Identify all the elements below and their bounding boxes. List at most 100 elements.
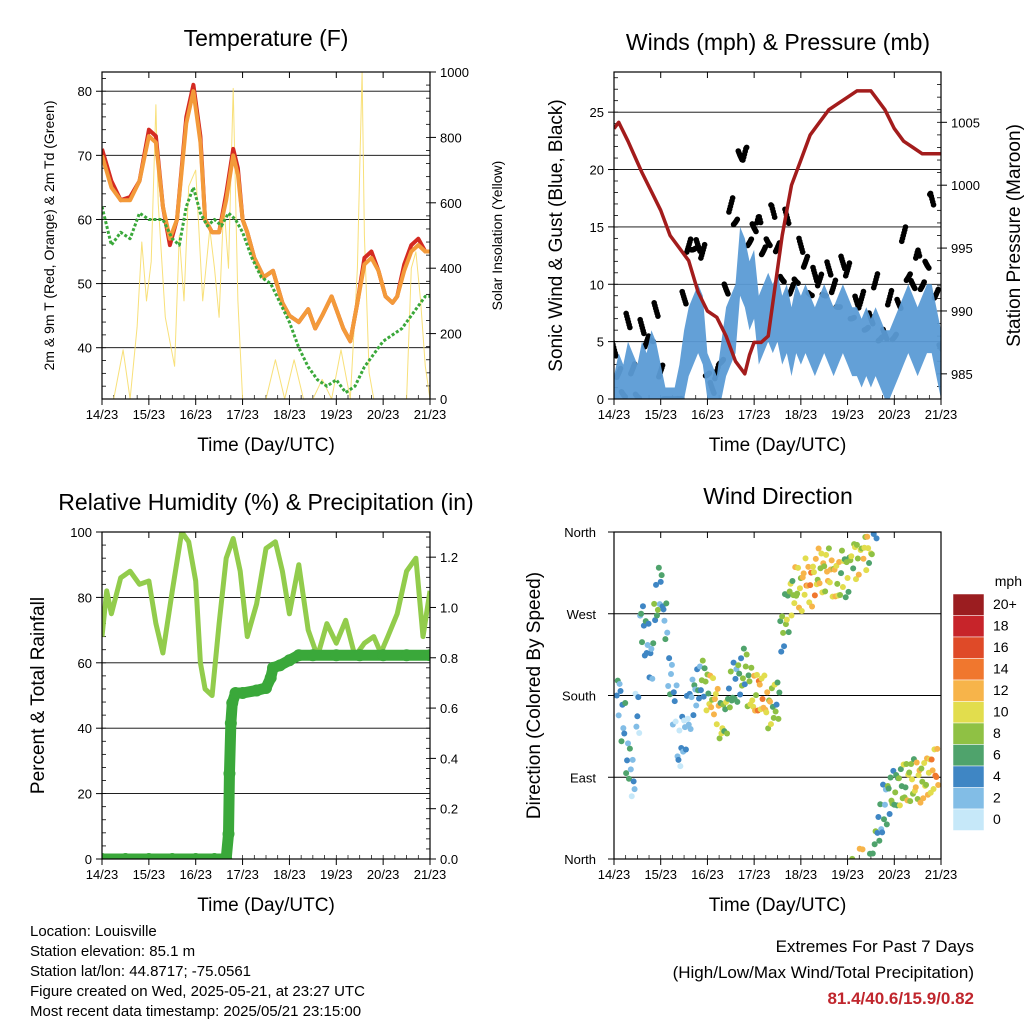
y2label-0: Solar Insolation (Yellow) — [489, 161, 505, 311]
direction-point — [906, 769, 913, 776]
direction-point — [876, 837, 883, 844]
direction-point — [614, 692, 620, 699]
plot-frame-1 — [613, 71, 942, 400]
plot-area-2 — [102, 532, 430, 859]
gust-point — [874, 271, 881, 277]
direction-point — [620, 725, 627, 732]
xtick-label-0-1: 15/23 — [133, 407, 166, 422]
legend-swatch-9 — [952, 615, 985, 638]
direction-point — [633, 723, 640, 730]
direction-point — [785, 629, 792, 636]
direction-point — [749, 697, 756, 704]
xtick-label-3-5: 19/23 — [831, 867, 864, 882]
direction-point — [742, 663, 749, 670]
series-line-0-2 — [102, 185, 430, 395]
direction-point — [877, 801, 884, 808]
direction-point — [865, 545, 872, 552]
direction-point — [677, 763, 684, 770]
direction-point — [726, 704, 733, 711]
direction-point — [920, 795, 927, 802]
direction-point — [625, 775, 632, 782]
direction-point — [638, 610, 645, 617]
direction-point — [617, 688, 624, 695]
direction-point — [735, 662, 742, 669]
direction-point — [908, 760, 915, 767]
precip-segment — [223, 717, 237, 779]
direction-point — [741, 681, 748, 688]
y2tick-label-1-2: 995 — [951, 241, 973, 256]
direction-point — [761, 672, 768, 679]
extremes-subtitle: (High/Low/Max Wind/Total Precipitation) — [672, 963, 974, 982]
y2tick-label-0-1: 200 — [440, 327, 462, 342]
ylabel-2: Percent & Total Rainfall — [28, 597, 49, 794]
legend-swatch-6 — [952, 679, 985, 702]
direction-point — [868, 551, 875, 558]
legend-swatch-0 — [952, 808, 985, 831]
plot-area-0 — [102, 72, 430, 399]
legend-label-2: 4 — [993, 768, 1001, 784]
xtick-label-3-4: 18/23 — [785, 867, 818, 882]
ytick-label-0-1: 50 — [78, 277, 92, 292]
direction-point — [623, 770, 630, 777]
direction-point — [796, 585, 803, 592]
xlabel-3: Time (Day/UTC) — [709, 895, 847, 916]
legend-label-10: 20+ — [993, 596, 1017, 612]
direction-point — [668, 661, 675, 668]
direction-point — [855, 571, 862, 578]
direction-point — [657, 578, 664, 585]
direction-point — [781, 643, 788, 650]
y2label-1: Station Pressure (Maroon) — [1004, 124, 1024, 347]
direction-point — [621, 730, 628, 737]
direction-point — [823, 551, 830, 558]
xtick-label-1-7: 21/23 — [925, 407, 958, 422]
direction-point — [649, 675, 656, 682]
chart-title-3: Wind Direction — [703, 483, 853, 509]
ylabel-0: 2m & 9m T (Red, Orange) & 2m Td (Green) — [41, 101, 57, 371]
direction-point — [782, 621, 789, 628]
gust-point — [930, 201, 937, 208]
direction-point — [821, 563, 828, 570]
direction-point — [818, 550, 825, 557]
plot-frame-0 — [101, 71, 431, 400]
gust-point — [767, 242, 773, 249]
xtick-label-0-4: 18/23 — [273, 407, 306, 422]
xtick-label-1-3: 17/23 — [738, 407, 771, 422]
y2tick-label-1-3: 1000 — [951, 178, 980, 193]
direction-point — [635, 694, 642, 701]
direction-point — [788, 612, 795, 619]
direction-point — [645, 620, 652, 627]
direction-point — [918, 765, 925, 772]
plot-area-1 — [614, 89, 941, 399]
direction-point — [764, 689, 771, 696]
direction-point — [913, 759, 920, 766]
direction-point — [897, 766, 904, 773]
ytick-label-1-1: 5 — [597, 335, 604, 350]
direction-point — [780, 629, 787, 636]
xlabel-0: Time (Day/UTC) — [197, 435, 335, 456]
xtick-label-2-5: 19/23 — [320, 867, 353, 882]
direction-point — [664, 629, 671, 636]
direction-point — [853, 541, 860, 548]
gust-point — [785, 220, 792, 227]
direction-point — [651, 600, 658, 607]
direction-point — [653, 612, 660, 619]
direction-point — [917, 799, 924, 806]
direction-point — [756, 681, 763, 688]
direction-point — [869, 850, 876, 857]
direction-point — [802, 555, 809, 562]
ytick-label-3-1: East — [570, 770, 596, 785]
ytick-label-1-2: 10 — [590, 277, 604, 292]
direction-point — [648, 645, 655, 652]
direction-point — [753, 692, 760, 699]
humidity-line — [102, 532, 430, 698]
gust-point — [725, 291, 731, 297]
direction-point — [767, 698, 774, 705]
direction-point — [892, 789, 899, 796]
direction-point — [883, 821, 890, 828]
xlabel-2: Time (Day/UTC) — [197, 895, 335, 916]
y2tick-label-0-5: 1000 — [440, 65, 469, 80]
direction-point — [860, 555, 867, 562]
ytick-label-2-3: 60 — [78, 656, 92, 671]
direction-point — [770, 714, 777, 721]
xtick-label-2-2: 16/23 — [179, 867, 212, 882]
